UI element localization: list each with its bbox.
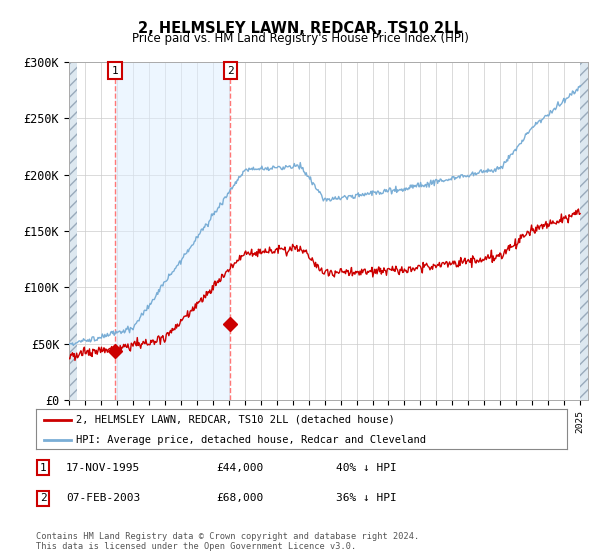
Text: Price paid vs. HM Land Registry's House Price Index (HPI): Price paid vs. HM Land Registry's House … (131, 32, 469, 45)
Text: 1: 1 (112, 66, 118, 76)
Text: 17-NOV-1995: 17-NOV-1995 (66, 463, 140, 473)
Text: 2: 2 (227, 66, 234, 76)
Bar (115, 62, 230, 400)
Text: HPI: Average price, detached house, Redcar and Cleveland: HPI: Average price, detached house, Redc… (76, 435, 426, 445)
Text: 2, HELMSLEY LAWN, REDCAR, TS10 2LL (detached house): 2, HELMSLEY LAWN, REDCAR, TS10 2LL (deta… (76, 415, 395, 424)
Text: Contains HM Land Registry data © Crown copyright and database right 2024.
This d: Contains HM Land Registry data © Crown c… (36, 532, 419, 552)
Text: 1: 1 (40, 463, 47, 473)
Text: 2, HELMSLEY LAWN, REDCAR, TS10 2LL: 2, HELMSLEY LAWN, REDCAR, TS10 2LL (137, 21, 463, 36)
Text: £44,000: £44,000 (216, 463, 263, 473)
Bar (580, 62, 588, 400)
Text: 40% ↓ HPI: 40% ↓ HPI (336, 463, 397, 473)
Text: 2: 2 (40, 493, 47, 503)
Bar (69, 62, 77, 400)
Text: 36% ↓ HPI: 36% ↓ HPI (336, 493, 397, 503)
Text: £68,000: £68,000 (216, 493, 263, 503)
Text: 07-FEB-2003: 07-FEB-2003 (66, 493, 140, 503)
